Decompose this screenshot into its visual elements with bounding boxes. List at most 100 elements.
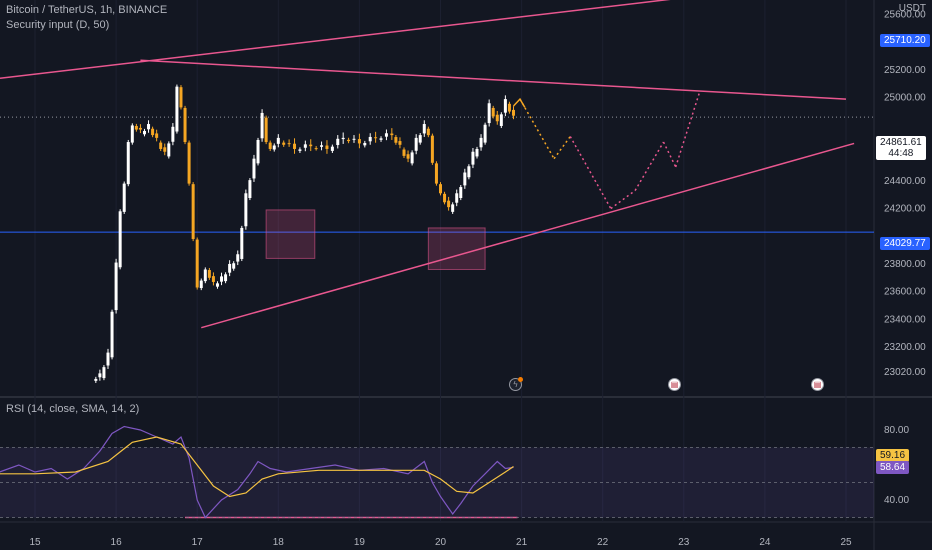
candle-body — [244, 193, 248, 227]
candle-body — [443, 193, 447, 203]
rsi-value-tag: 58.64 — [876, 461, 910, 474]
candle-body — [187, 142, 191, 184]
last-price: 24861.61 — [880, 137, 922, 148]
candle-body — [325, 145, 329, 149]
candle-body — [320, 145, 324, 147]
price-tick-label: 23800.00 — [884, 259, 926, 270]
candle-body — [293, 143, 297, 149]
candle-body — [159, 142, 163, 149]
candle-body — [298, 149, 302, 151]
candle-body — [471, 151, 475, 165]
candle-body — [264, 117, 268, 143]
rsi-tick-label: 80.00 — [884, 425, 909, 436]
candle-body — [203, 269, 207, 282]
us-flag-icon[interactable]: ▤ — [668, 378, 681, 391]
candle-body — [357, 139, 361, 144]
candle-body — [142, 130, 146, 135]
candle-body — [276, 137, 280, 144]
candle-body — [363, 142, 367, 146]
candle-body — [98, 373, 102, 378]
chart-title: Bitcoin / TetherUS, 1h, BINANCE — [6, 4, 168, 16]
horizontal-levels[interactable] — [0, 0, 874, 233]
zone-box — [427, 227, 486, 270]
level-upper-tag[interactable]: 25710.20 — [880, 34, 930, 47]
chart-subtitle: Security input (D, 50) — [6, 19, 110, 31]
price-tick-label: 24200.00 — [884, 204, 926, 215]
candle-body — [430, 135, 434, 163]
candle-body — [499, 114, 503, 126]
candle-body — [260, 112, 264, 139]
rsi-sma-tag: 59.16 — [876, 449, 910, 462]
projection-path[interactable] — [512, 90, 701, 210]
projection-start — [512, 97, 526, 108]
candle-body — [379, 138, 383, 140]
candle-body — [240, 227, 244, 259]
candle-body — [503, 99, 507, 113]
candle-body — [467, 166, 471, 178]
candle-body — [414, 137, 418, 151]
rsi-band — [0, 447, 874, 518]
candle-body — [224, 274, 228, 282]
candle-body — [211, 276, 215, 282]
candle-body — [228, 263, 232, 273]
time-tick-label: 18 — [273, 537, 285, 548]
candle-body — [215, 283, 219, 287]
candle-body — [195, 239, 199, 288]
candle-body — [110, 311, 114, 358]
candle-body — [207, 270, 211, 278]
zones-layer[interactable] — [265, 209, 486, 270]
last-price-tag[interactable]: 24861.61 44:48 — [876, 136, 926, 160]
projection-segment — [519, 98, 555, 160]
candle-body — [232, 263, 236, 269]
candle-body — [390, 133, 394, 136]
countdown: 44:48 — [888, 148, 914, 159]
us-flag-icon[interactable]: ▤ — [811, 378, 824, 391]
candle-body — [309, 144, 313, 147]
candle-body — [463, 172, 467, 186]
trendlines-layer[interactable] — [0, 0, 855, 519]
time-tick-label: 17 — [192, 537, 204, 548]
time-tick-label: 20 — [435, 537, 447, 548]
candle-body — [102, 367, 106, 379]
candle-body — [130, 125, 134, 143]
candle-body — [151, 128, 155, 136]
candle-body — [402, 149, 406, 156]
projection-segment — [662, 141, 677, 168]
time-tick-label: 21 — [516, 537, 528, 548]
candle-body — [282, 142, 286, 145]
candle-body — [352, 138, 356, 140]
price-tick-label: 23600.00 — [884, 287, 926, 298]
trendline — [140, 59, 847, 100]
candle-body — [491, 107, 495, 117]
candle-body — [252, 158, 256, 179]
candle-body — [268, 142, 272, 149]
candle-body — [330, 146, 334, 151]
time-tick-label: 25 — [840, 537, 852, 548]
price-tick-label: 23200.00 — [884, 342, 926, 353]
candle-body — [479, 137, 483, 148]
candle-body — [167, 143, 171, 157]
candle-body — [341, 137, 345, 140]
candle-body — [106, 352, 110, 366]
candle-body — [394, 137, 398, 143]
price-tick-label: 23400.00 — [884, 314, 926, 325]
level-lower-tag[interactable]: 24029.77 — [880, 237, 930, 250]
trendline — [0, 0, 671, 80]
candle-body — [418, 135, 422, 143]
candle-body — [422, 124, 426, 134]
candle-body — [236, 254, 240, 262]
candle-body — [303, 144, 307, 148]
candle-body — [248, 180, 252, 199]
bolt-icon[interactable]: ϟ — [509, 377, 523, 391]
candle-body — [171, 126, 175, 142]
candle-body — [451, 204, 455, 212]
currency-label: USDT — [898, 3, 926, 14]
candle-body — [410, 152, 414, 164]
candle-body — [122, 183, 126, 212]
time-tick-label: 23 — [678, 537, 690, 548]
candle-body — [147, 124, 151, 130]
candle-body — [126, 142, 130, 185]
candle-body — [179, 87, 183, 108]
candle-body — [487, 103, 491, 124]
